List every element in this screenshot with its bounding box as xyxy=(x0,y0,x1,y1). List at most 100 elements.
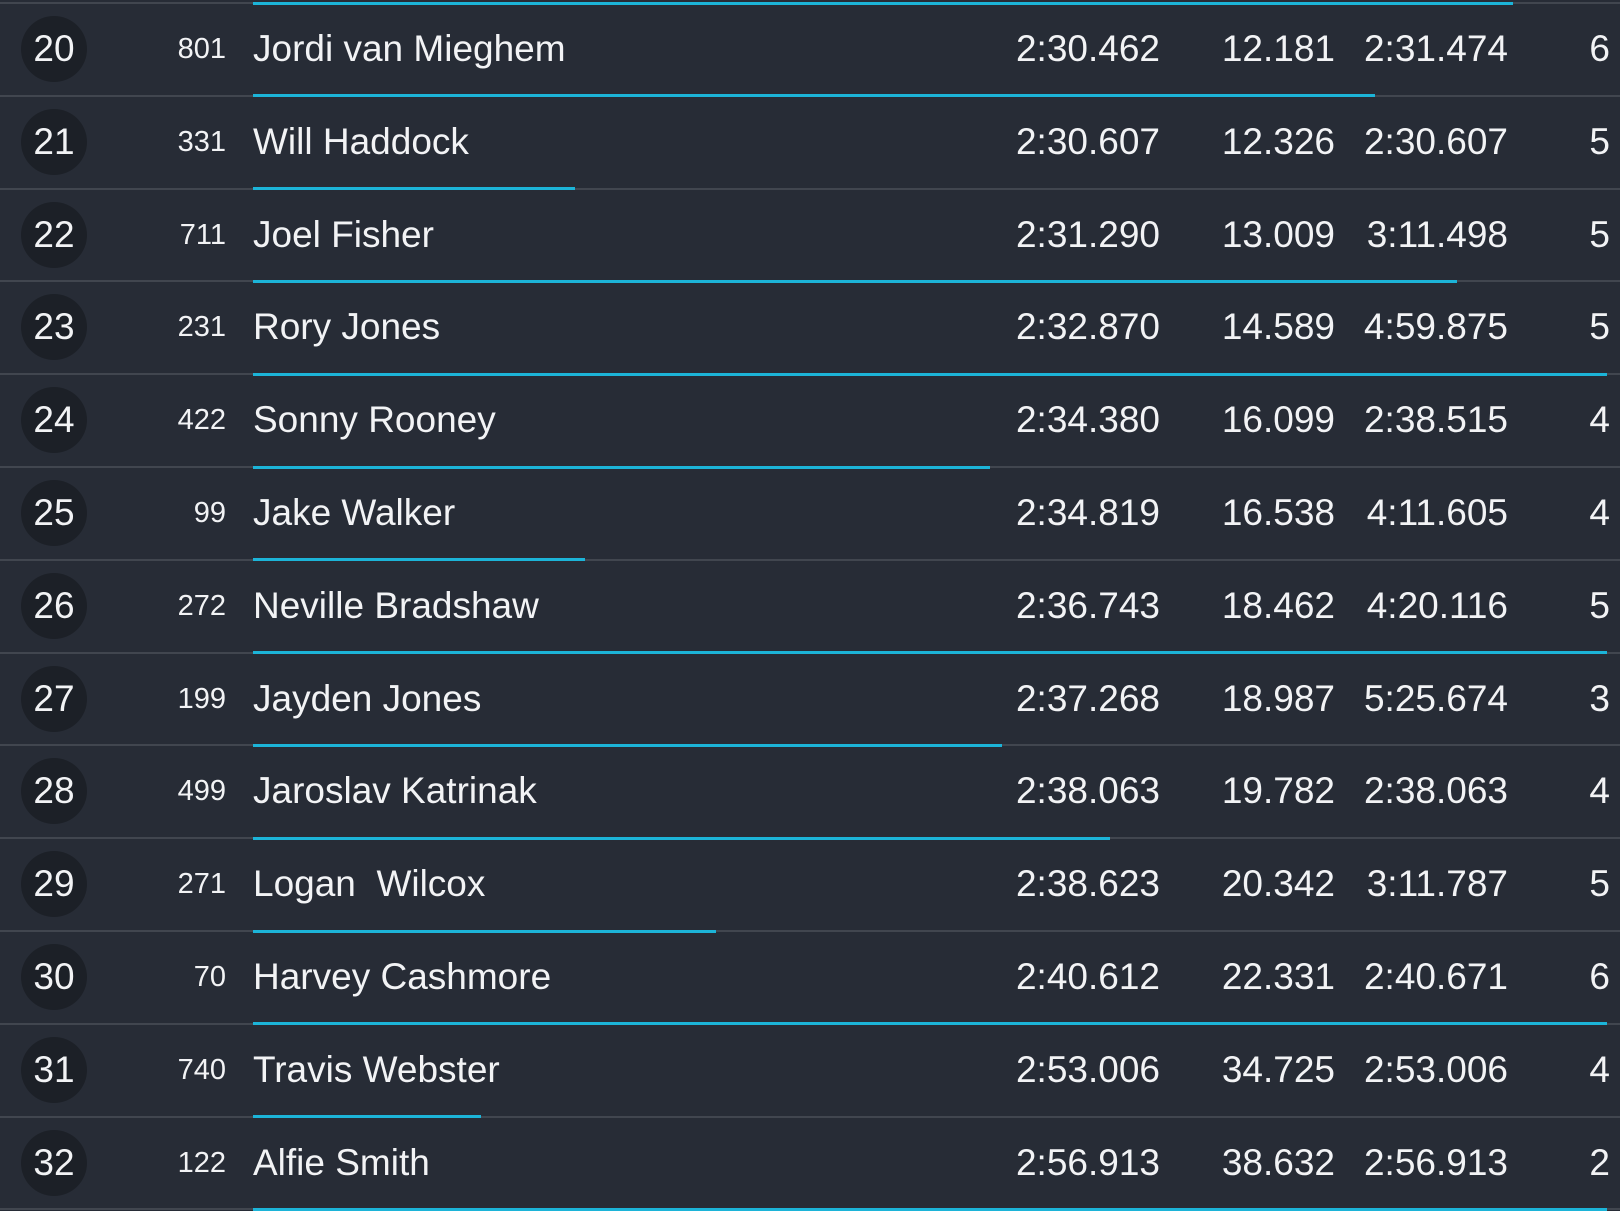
progress-line xyxy=(253,743,1002,747)
progress-line xyxy=(253,465,990,469)
progress-line xyxy=(253,1,1513,5)
row-separator xyxy=(0,558,1620,561)
position-badge xyxy=(21,480,87,546)
car-number: 99 xyxy=(193,497,226,529)
best-lap: 2:56.913 xyxy=(1015,1141,1160,1183)
best-lap: 2:30.462 xyxy=(1015,28,1160,69)
gap: 22.331 xyxy=(1221,956,1335,997)
best-lap: 2:53.006 xyxy=(1015,1048,1160,1090)
position-badge xyxy=(21,665,87,732)
last-lap: 2:56.913 xyxy=(1363,1141,1508,1183)
position: 24 xyxy=(33,399,75,441)
position: 30 xyxy=(33,956,75,997)
progress-line xyxy=(253,1207,1607,1211)
position-badge xyxy=(21,944,87,1010)
laps: 5 xyxy=(1589,863,1610,905)
laps: 5 xyxy=(1589,120,1610,162)
best-lap: 2:38.623 xyxy=(1015,863,1160,905)
position: 22 xyxy=(33,213,75,255)
gap: 14.589 xyxy=(1221,306,1335,348)
position-badge xyxy=(21,16,87,82)
result-row: 30 70 Harvey Cashmore 2:40.612 22.331 2:40.67… xyxy=(0,931,1620,1024)
car-number: 271 xyxy=(177,868,226,901)
driver-name: Harvey Cashmore xyxy=(253,956,552,997)
last-lap: 2:40.671 xyxy=(1363,956,1508,997)
row-separator xyxy=(0,930,1620,932)
laps: 4 xyxy=(1589,492,1610,533)
gap: 16.538 xyxy=(1221,492,1335,533)
progress-line xyxy=(253,187,575,191)
gap: 18.987 xyxy=(1221,677,1335,719)
car-number: 422 xyxy=(177,404,226,437)
best-lap: 2:34.819 xyxy=(1015,492,1160,533)
laps: 2 xyxy=(1589,1141,1610,1183)
position-badge xyxy=(21,1036,87,1103)
result-row: 32 122 Alfie Smith 2:56.913 38.632 2:56.913 2 xyxy=(0,1117,1620,1210)
driver-name: Logan Wilcox xyxy=(253,863,486,905)
gap: 18.462 xyxy=(1221,584,1335,626)
gap: 16.099 xyxy=(1221,399,1335,441)
car-number: 499 xyxy=(177,775,226,808)
position-badge xyxy=(21,108,87,175)
laps: 5 xyxy=(1589,306,1610,348)
last-lap: 2:38.515 xyxy=(1363,399,1508,441)
laps: 5 xyxy=(1589,584,1610,626)
driver-name: Rory Jones xyxy=(253,306,441,348)
position-badge xyxy=(21,201,87,268)
position-badge xyxy=(21,758,87,825)
result-row: 25 99 Jake Walker 2:34.819 16.538 4:11.605 4 xyxy=(0,467,1620,560)
progress-line xyxy=(253,1115,481,1119)
result-row: 24 422 Sonny Rooney 2:34.380 16.099 2:38.515 4 xyxy=(0,374,1620,467)
gap: 12.181 xyxy=(1221,28,1335,69)
position: 32 xyxy=(33,1141,75,1183)
result-row: 20 801 Jordi van Mieghem 2:30.462 12.181 2:31… xyxy=(0,3,1620,96)
progress-line xyxy=(253,372,1607,376)
car-number: 331 xyxy=(177,125,226,158)
gap: 34.725 xyxy=(1221,1048,1335,1090)
position: 31 xyxy=(33,1048,75,1090)
position-badge xyxy=(21,572,87,639)
position-badge xyxy=(21,294,87,361)
result-row: 29 271 Logan Wilcox 2:38.623 20.342 3:11.787 5 xyxy=(0,838,1620,931)
position-badge xyxy=(21,387,87,454)
driver-name: Travis Webster xyxy=(253,1048,500,1090)
result-row: 27 199 Jayden Jones 2:37.268 18.987 5:25.674 3 xyxy=(0,653,1620,746)
result-row: 26 272 Neville Bradshaw 2:36.743 18.462 4:20.… xyxy=(0,560,1620,653)
gap: 12.326 xyxy=(1221,120,1335,162)
driver-name: Neville Bradshaw xyxy=(253,584,539,626)
gap: 13.009 xyxy=(1221,213,1335,255)
last-lap: 2:30.607 xyxy=(1363,120,1508,162)
driver-name: Sonny Rooney xyxy=(253,399,496,441)
best-lap: 2:36.743 xyxy=(1015,584,1160,626)
position: 23 xyxy=(33,306,75,348)
laps: 6 xyxy=(1589,28,1610,69)
last-lap: 5:25.674 xyxy=(1363,677,1508,719)
row-separator xyxy=(0,187,1620,190)
position: 25 xyxy=(33,492,75,533)
best-lap: 2:40.612 xyxy=(1015,956,1160,997)
laps: 4 xyxy=(1589,770,1610,812)
best-lap: 2:38.063 xyxy=(1015,770,1160,812)
last-lap: 4:59.875 xyxy=(1363,306,1508,348)
driver-name: Jordi van Mieghem xyxy=(253,28,566,69)
car-number: 272 xyxy=(177,589,226,622)
row-separator xyxy=(0,1115,1620,1118)
result-row: 21 331 Will Haddock 2:30.607 12.326 2:30.607 5 xyxy=(0,96,1620,189)
driver-name: Jaroslav Katrinak xyxy=(253,770,537,812)
laps: 4 xyxy=(1589,1048,1610,1090)
last-lap: 4:11.605 xyxy=(1366,492,1508,533)
result-row: 23 231 Rory Jones 2:32.870 14.589 4:59.875 5 xyxy=(0,281,1620,374)
result-row: 31 740 Travis Webster 2:53.006 34.725 2:53.00… xyxy=(0,1024,1620,1117)
result-row: 22 711 Joel Fisher 2:31.290 13.009 3:11.498 5 xyxy=(0,189,1620,282)
laps: 3 xyxy=(1589,677,1610,719)
progress-line xyxy=(253,929,716,933)
result-row: 28 499 Jaroslav Katrinak 2:38.063 19.782 2:38… xyxy=(0,745,1620,838)
last-lap: 3:11.498 xyxy=(1366,213,1508,255)
car-number: 199 xyxy=(177,682,226,715)
car-number: 801 xyxy=(177,33,226,65)
best-lap: 2:31.290 xyxy=(1015,213,1160,255)
last-lap: 3:11.787 xyxy=(1366,863,1508,905)
gap: 20.342 xyxy=(1221,863,1335,905)
position: 21 xyxy=(33,120,75,162)
